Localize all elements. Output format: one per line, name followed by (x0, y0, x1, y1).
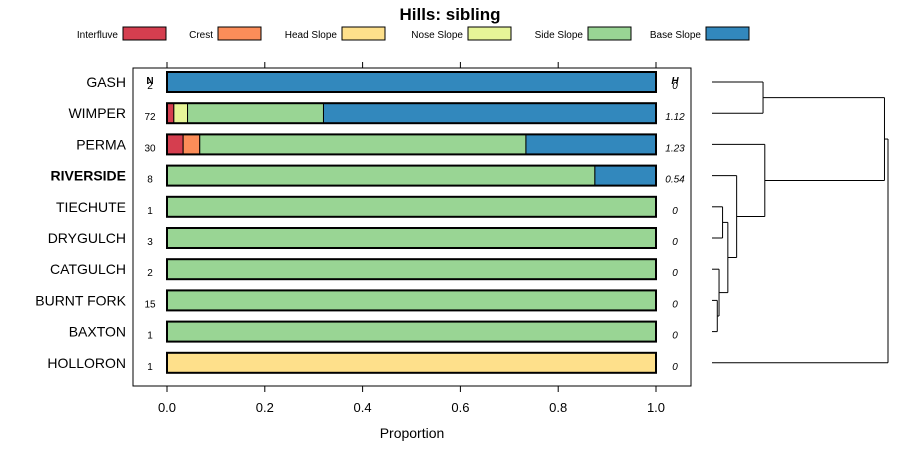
chart-title: Hills: sibling (399, 5, 500, 24)
n-column-header: N (146, 76, 153, 87)
row-label: WIMPER (68, 105, 126, 121)
n-value: 1 (147, 362, 153, 373)
n-value: 72 (144, 112, 156, 123)
bar-outline (166, 195, 657, 218)
h-value: 0 (672, 237, 678, 248)
row-burnt-fork: BURNT FORK 15 0 (35, 289, 678, 312)
bar-outline (166, 102, 657, 125)
bar-segment-side-slope (199, 133, 527, 155)
row-label: GASH (86, 74, 126, 90)
x-axis: 0.0 0.2 0.4 0.6 0.8 1.0 (158, 386, 665, 415)
bar-segment-side-slope (166, 258, 657, 280)
n-value: 2 (147, 81, 153, 92)
n-value: 1 (147, 206, 153, 217)
legend-label-head-slope: Head Slope (285, 30, 338, 41)
bar-segment-interfluve (166, 102, 175, 124)
bar-outline (166, 258, 657, 281)
n-value: 30 (144, 143, 156, 154)
bar-segment-side-slope (166, 227, 657, 249)
bar-segment-side-slope (166, 289, 657, 311)
dendrogram (712, 81, 889, 364)
legend-swatch-side-slope (587, 26, 632, 41)
legend-label-crest: Crest (189, 30, 213, 41)
bar-segment-base-slope (166, 71, 657, 93)
bar-segment-side-slope (166, 165, 596, 187)
legend-swatch-base-slope (705, 26, 750, 41)
n-value: 3 (147, 237, 153, 248)
top-axis-ticks (166, 62, 657, 68)
row-label: RIVERSIDE (51, 168, 126, 184)
bar-segment-interfluve (166, 133, 184, 155)
row-riverside: RIVERSIDE 8 0.54 (51, 164, 685, 187)
h-value: 1.12 (665, 112, 685, 123)
h-column-header: H (671, 76, 679, 87)
h-value: 0 (672, 331, 678, 342)
x-tick-label: 0.0 (158, 400, 176, 415)
h-value: 0 (672, 362, 678, 373)
row-label: DRYGULCH (48, 230, 126, 246)
h-value: 0 (672, 206, 678, 217)
legend-swatch-crest (217, 26, 262, 41)
h-value: 0 (672, 299, 678, 310)
bar-segment-base-slope (322, 102, 657, 124)
x-tick-label: 0.6 (451, 400, 469, 415)
n-value: 2 (147, 268, 153, 279)
row-label: PERMA (76, 136, 126, 152)
bar-segment-side-slope (166, 321, 657, 343)
bar-outline (166, 164, 657, 187)
bar-segment-head-slope (166, 352, 657, 374)
row-drygulch: DRYGULCH 3 0 (48, 227, 678, 249)
row-label: BURNT FORK (35, 292, 126, 308)
bar-segment-side-slope (166, 196, 657, 218)
row-label: HOLLORON (47, 355, 126, 371)
row-label: BAXTON (69, 324, 126, 340)
x-tick-label: 0.4 (354, 400, 372, 415)
bar-segment-base-slope (594, 165, 657, 187)
h-value: 0 (672, 268, 678, 279)
row-label: CATGULCH (50, 261, 126, 277)
row-catgulch: CATGULCH 2 0 (50, 258, 678, 281)
n-value: 1 (147, 331, 153, 342)
row-gash: GASH 2 0 (86, 71, 678, 93)
x-axis-label: Proportion (380, 425, 445, 441)
row-perma: PERMA 30 1.23 (76, 133, 685, 156)
h-value: 1.23 (665, 143, 685, 154)
row-tiechute: TIECHUTE 1 0 (56, 195, 678, 218)
plot-frame (132, 67, 692, 387)
bar-segment-nose-slope (173, 102, 189, 124)
legend-label-side-slope: Side Slope (535, 30, 584, 41)
x-tick-label: 1.0 (647, 400, 665, 415)
x-tick-label: 0.2 (256, 400, 274, 415)
legend-label-interfluve: Interfluve (77, 30, 119, 41)
bar-outline (166, 351, 657, 374)
bar-outline (166, 133, 657, 156)
row-baxton: BAXTON 1 0 (69, 320, 678, 343)
legend-label-base-slope: Base Slope (650, 30, 702, 41)
bar-segment-base-slope (525, 133, 657, 155)
x-tick-label: 0.8 (549, 400, 567, 415)
legend-swatch-head-slope (341, 26, 386, 41)
bar-outline (166, 227, 657, 249)
bar-outline (166, 320, 657, 343)
bar-outline (166, 289, 657, 312)
legend-swatch-nose-slope (467, 26, 512, 41)
bar-outline (166, 71, 657, 93)
bar-segment-side-slope (187, 102, 324, 124)
n-value: 15 (144, 299, 156, 310)
bar-segment-crest (182, 133, 201, 155)
row-holloron: HOLLORON 1 0 (47, 351, 678, 374)
legend-label-nose-slope: Nose Slope (411, 30, 463, 41)
row-label: TIECHUTE (56, 199, 126, 215)
h-value: 0 (672, 81, 678, 92)
h-value: 0.54 (665, 175, 685, 186)
legend-swatch-interfluve (122, 26, 167, 41)
row-wimper: WIMPER 72 1.12 (68, 102, 685, 125)
n-value: 8 (147, 175, 153, 186)
legend: Interfluve Crest Head Slope Nose Slope Side … (77, 26, 750, 41)
